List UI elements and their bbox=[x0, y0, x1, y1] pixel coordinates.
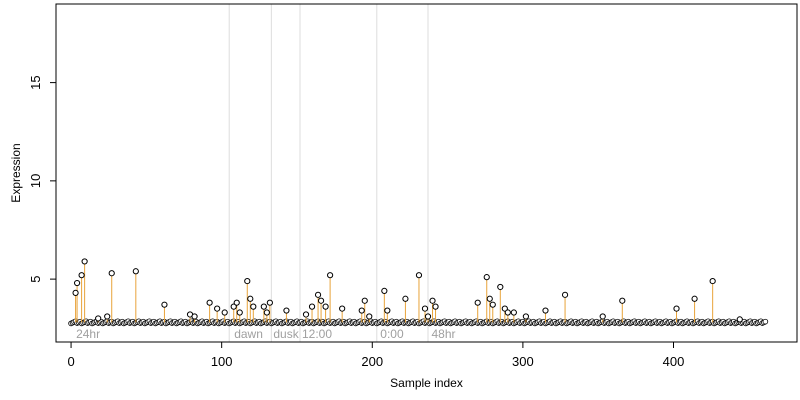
data-point bbox=[736, 316, 743, 323]
data-point bbox=[358, 307, 365, 314]
x-axis: 0 100 200 300 400 bbox=[67, 342, 684, 369]
data-point bbox=[497, 283, 504, 291]
x-tick-label: 300 bbox=[512, 354, 534, 369]
data-point bbox=[73, 279, 81, 287]
data-point bbox=[266, 299, 273, 306]
data-point bbox=[214, 305, 221, 312]
data-point bbox=[483, 274, 490, 281]
data-point bbox=[486, 295, 493, 302]
data-point bbox=[314, 291, 322, 298]
data-point bbox=[283, 307, 290, 314]
plot-frame bbox=[55, 3, 798, 343]
data-point bbox=[247, 295, 254, 302]
data-point bbox=[522, 313, 530, 320]
data-point bbox=[366, 313, 373, 320]
data-point bbox=[424, 313, 432, 320]
data-point bbox=[709, 277, 716, 285]
y-tick-label: 5 bbox=[28, 275, 43, 282]
x-tick-label: 400 bbox=[663, 354, 685, 369]
data-point bbox=[132, 268, 139, 275]
data-point bbox=[244, 277, 251, 285]
data-point bbox=[78, 272, 85, 279]
data-point bbox=[691, 295, 698, 302]
data-point bbox=[489, 301, 496, 308]
condition-label: dusk bbox=[273, 327, 299, 341]
data-point bbox=[72, 289, 79, 296]
data-point bbox=[561, 291, 569, 298]
data-point bbox=[108, 270, 115, 277]
baseline-point bbox=[762, 318, 769, 325]
data-point bbox=[474, 299, 481, 306]
data-point bbox=[221, 309, 228, 316]
y-axis-label: Expression bbox=[9, 143, 23, 202]
data-point bbox=[191, 313, 198, 320]
data-point bbox=[95, 315, 102, 322]
condition-dividers bbox=[228, 4, 429, 342]
condition-labels: 24hr dawn dusk 12:00 0:00 48hr bbox=[76, 327, 455, 341]
data-point bbox=[263, 309, 270, 316]
data-point bbox=[236, 309, 243, 316]
data-point bbox=[361, 297, 368, 304]
x-tick-label: 0 bbox=[67, 354, 74, 369]
data-point bbox=[402, 295, 409, 302]
data-point bbox=[619, 297, 626, 304]
data-point bbox=[429, 297, 436, 304]
stems bbox=[75, 261, 741, 323]
data-point bbox=[317, 297, 325, 304]
data-point bbox=[415, 272, 423, 279]
data-point bbox=[339, 305, 346, 312]
data-point bbox=[384, 307, 391, 314]
data-point bbox=[501, 305, 508, 312]
condition-label: 12:00 bbox=[302, 327, 332, 341]
condition-label: 48hr bbox=[432, 327, 456, 341]
data-point bbox=[206, 299, 213, 306]
data-point bbox=[432, 303, 439, 310]
baseline-points bbox=[68, 318, 769, 327]
y-tick-label: 15 bbox=[28, 75, 43, 89]
x-tick-label: 200 bbox=[361, 354, 383, 369]
data-point bbox=[250, 303, 257, 310]
data-point bbox=[542, 307, 549, 314]
condition-label: 24hr bbox=[76, 327, 100, 341]
x-axis-label: Sample index bbox=[390, 376, 463, 390]
condition-label: dawn bbox=[234, 327, 263, 341]
data-point bbox=[322, 303, 329, 310]
condition-label: 0:00 bbox=[380, 327, 404, 341]
x-tick-label: 100 bbox=[211, 354, 233, 369]
data-point bbox=[233, 299, 240, 306]
y-tick-label: 10 bbox=[28, 174, 43, 188]
data-point bbox=[104, 313, 111, 320]
data-point bbox=[308, 303, 316, 310]
data-point bbox=[673, 305, 680, 312]
data-point bbox=[381, 287, 388, 295]
data-points bbox=[72, 258, 743, 323]
data-point bbox=[510, 309, 517, 316]
data-point bbox=[504, 309, 511, 316]
data-point bbox=[260, 303, 267, 310]
data-point bbox=[81, 258, 88, 265]
data-point bbox=[302, 311, 310, 318]
data-point bbox=[599, 313, 606, 320]
data-point bbox=[327, 272, 334, 279]
y-axis: 5 10 15 bbox=[28, 75, 56, 283]
data-point bbox=[161, 301, 168, 308]
data-point bbox=[230, 303, 237, 310]
data-point bbox=[421, 305, 429, 312]
